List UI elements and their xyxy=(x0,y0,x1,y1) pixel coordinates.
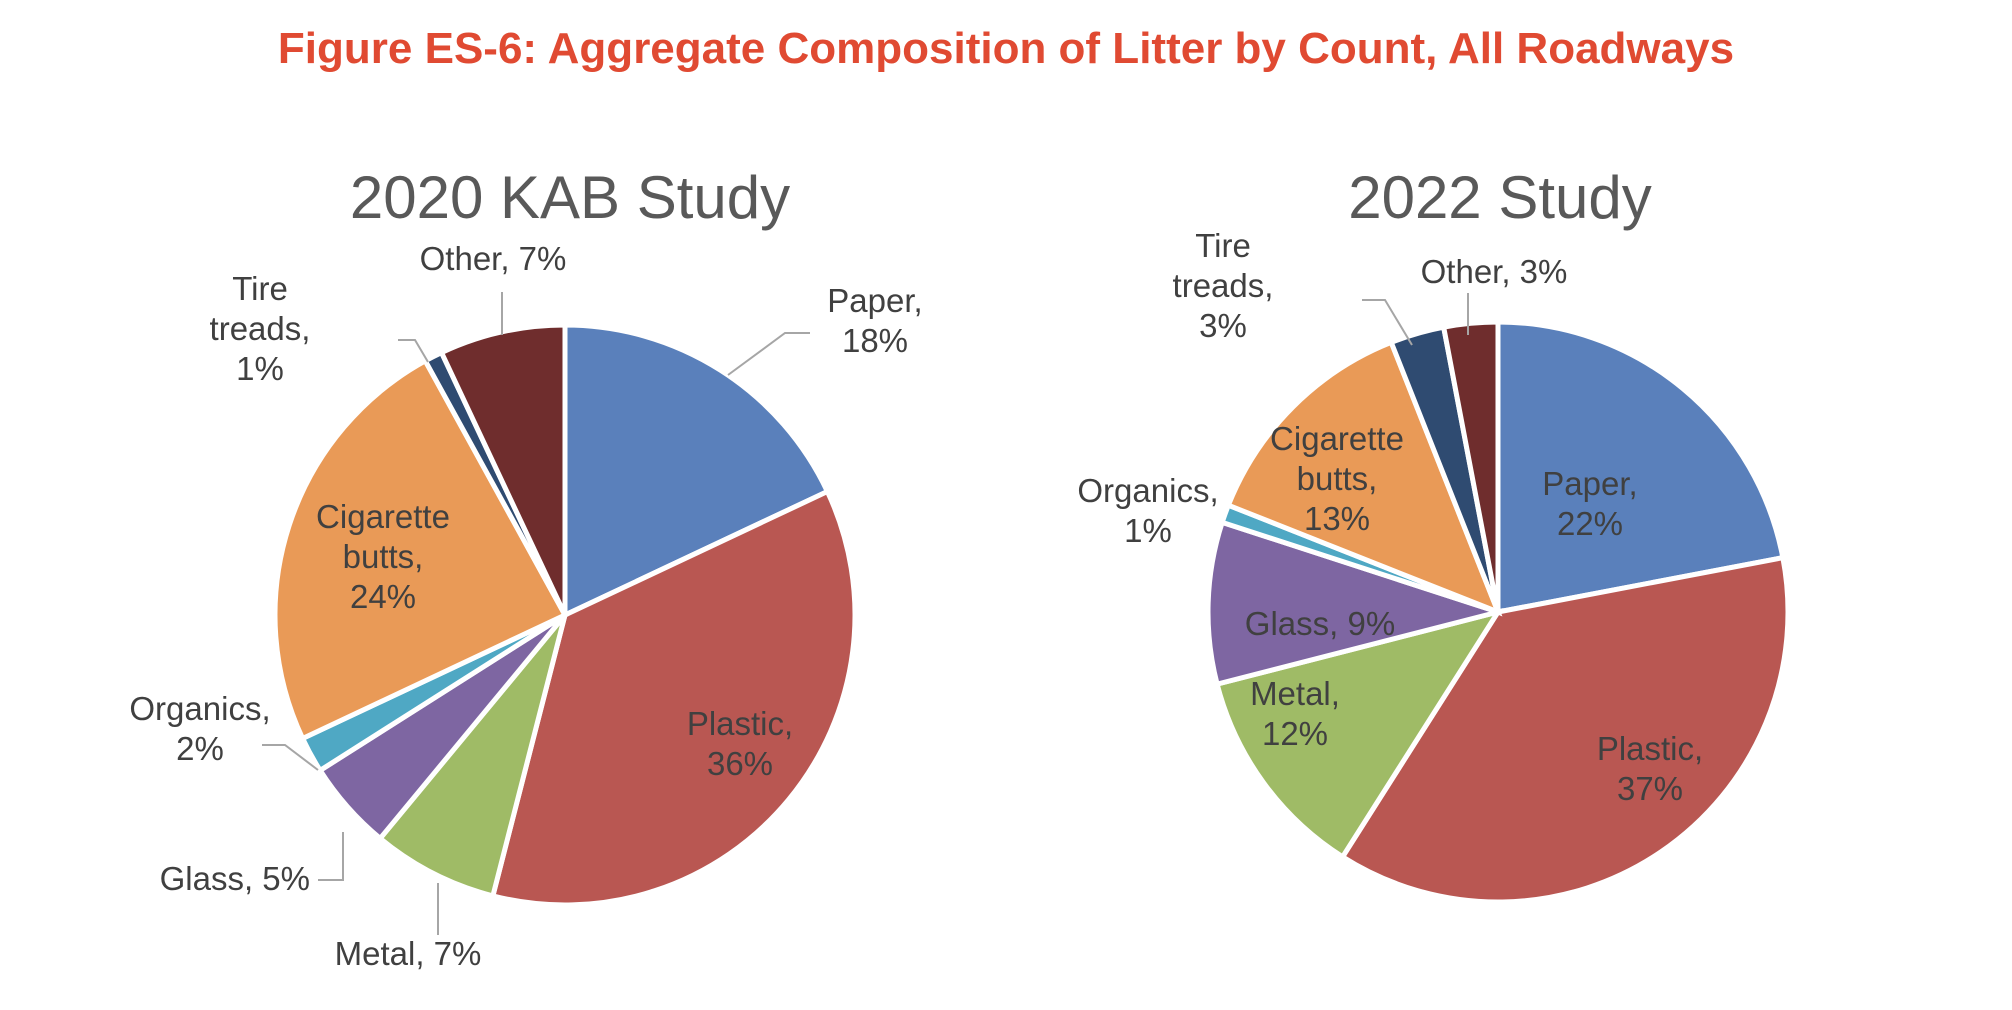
figure-title: Figure ES-6: Aggregate Composition of Li… xyxy=(277,24,1735,73)
pie-slice-glass xyxy=(1205,519,1507,688)
slice-label-paper: Paper, 22% xyxy=(1542,465,1637,542)
leader-line xyxy=(398,339,429,363)
slice-label-tire-treads: Tire treads, 3% xyxy=(1173,227,1274,344)
slice-label-glass: Glass, 5% xyxy=(160,860,310,897)
chart-title: 2020 KAB Study xyxy=(350,164,790,231)
slice-label-cigarette-butts: Cigarette butts, 13% xyxy=(1270,420,1404,537)
slice-label-other: Other, 7% xyxy=(420,240,567,277)
pie-chart-1: 2020 KAB Study Paper, 18% Plastic, 36% Metal,… xyxy=(129,164,922,972)
pie-slice-metal xyxy=(1214,608,1504,861)
slice-label-tire-treads: Tire treads, 1% xyxy=(210,270,311,387)
leader-line xyxy=(1362,299,1413,346)
pie-slice-plastic xyxy=(489,488,858,908)
slice-label-glass: Glass, 9% xyxy=(1245,605,1395,642)
slice-label-metal: Metal, 12% xyxy=(1250,675,1340,752)
pie-slice-paper xyxy=(562,322,831,619)
pie-slice-other xyxy=(1440,319,1501,613)
pie-slice-paper xyxy=(1495,319,1786,616)
slice-label-cigarette-butts: Cigarette butts, 24% xyxy=(316,498,450,615)
pie-slice-cigarette-butts xyxy=(272,357,569,742)
pie-slice-cigarette-butts xyxy=(1225,339,1503,617)
pie-slice-plastic xyxy=(1339,554,1791,905)
leader-line xyxy=(727,332,810,376)
slice-label-plastic: Plastic, 37% xyxy=(1597,730,1703,807)
slice-label-metal: Metal, 7% xyxy=(335,935,482,972)
slice-label-plastic: Plastic, 36% xyxy=(687,705,793,782)
leader-line xyxy=(262,744,319,771)
slice-label-paper: Paper, 18% xyxy=(827,282,922,359)
leader-line xyxy=(318,832,344,881)
slice-label-other: Other, 3% xyxy=(1421,253,1568,290)
slice-label-organics: Organics, 2% xyxy=(129,690,270,767)
slice-label-organics: Organics, 1% xyxy=(1077,472,1218,549)
chart-title: 2022 Study xyxy=(1348,164,1652,231)
pie-chart-2: 2022 Study Paper, 22% Plastic, 37% Metal, 12% G… xyxy=(1077,164,1791,905)
